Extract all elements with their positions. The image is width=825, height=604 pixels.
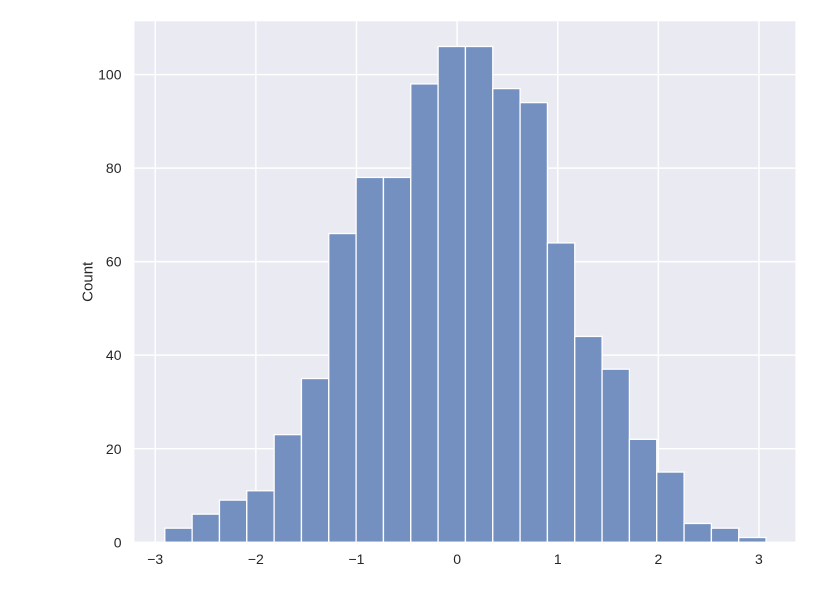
svg-text:40: 40 [106, 347, 122, 363]
svg-text:3: 3 [755, 551, 763, 567]
svg-text:−3: −3 [147, 551, 163, 567]
svg-text:80: 80 [106, 160, 122, 176]
svg-text:100: 100 [98, 67, 122, 83]
svg-text:2: 2 [654, 551, 662, 567]
svg-text:60: 60 [106, 254, 122, 270]
svg-text:20: 20 [106, 441, 122, 457]
svg-text:0: 0 [453, 551, 461, 567]
svg-text:Count: Count [79, 261, 96, 302]
svg-text:0: 0 [114, 534, 122, 550]
svg-text:1: 1 [554, 551, 562, 567]
svg-text:−1: −1 [348, 551, 364, 567]
svg-text:−2: −2 [248, 551, 264, 567]
